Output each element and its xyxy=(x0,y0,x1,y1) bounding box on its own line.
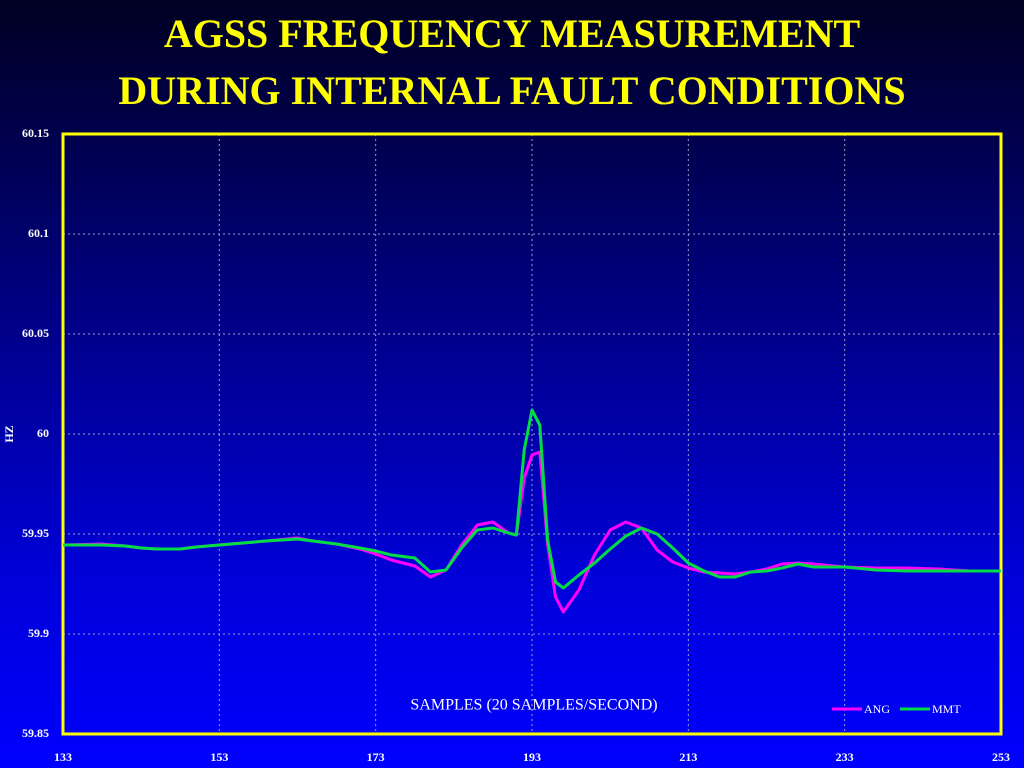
y-tick-label: 60.15 xyxy=(22,126,49,140)
legend-label: MMT xyxy=(932,702,961,716)
x-tick-label: 233 xyxy=(836,750,854,764)
annotation: SAMPLES (20 SAMPLES/SECOND) xyxy=(410,697,657,714)
x-tick-label: 173 xyxy=(367,750,385,764)
y-tick-label: 60.05 xyxy=(22,326,49,340)
y-tick-label: 59.9 xyxy=(28,626,49,640)
legend-label: ANG xyxy=(864,702,890,716)
data-line xyxy=(63,408,1001,590)
chart-title: AGSS FREQUENCY MEASUREMENT xyxy=(164,11,861,56)
y-tick-label: 59.85 xyxy=(22,726,49,740)
y-axis-label: HZ xyxy=(2,425,16,442)
x-tick-label: 213 xyxy=(679,750,697,764)
y-tick-label: 59.95 xyxy=(22,526,49,540)
x-tick-label: 153 xyxy=(210,750,228,764)
y-tick-label: 60.1 xyxy=(28,226,49,240)
x-tick-label: 133 xyxy=(54,750,72,764)
plot-frame xyxy=(61,132,1003,736)
chart-title: DURING INTERNAL FAULT CONDITIONS xyxy=(118,68,905,113)
x-tick-label: 253 xyxy=(992,750,1010,764)
x-tick-label: 193 xyxy=(523,750,541,764)
y-tick-label: 60 xyxy=(37,426,49,440)
